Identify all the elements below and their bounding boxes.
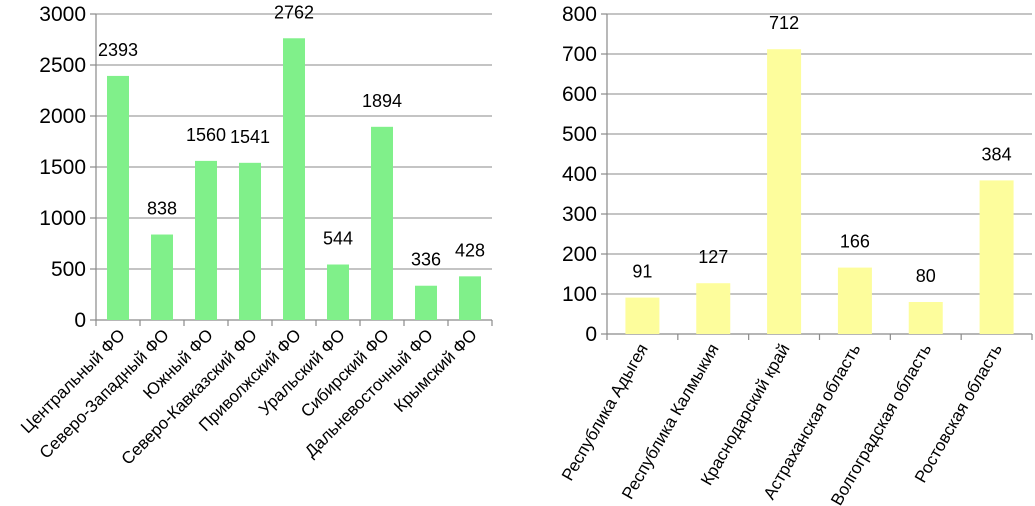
data-label: 428 (455, 240, 485, 260)
data-label: 838 (147, 199, 177, 219)
bar (979, 180, 1014, 334)
bar (837, 267, 872, 334)
y-tick-label: 2500 (39, 54, 86, 77)
y-tick-label: 1500 (39, 156, 86, 179)
bar (327, 264, 349, 320)
y-tick-label: 700 (562, 43, 597, 66)
data-label: 544 (323, 229, 353, 249)
data-label: 2762 (274, 2, 314, 22)
y-tick-label: 600 (562, 83, 597, 106)
chart-south-regions: 0 100 200 300 400 500 600 700 800 91 Республика Ад… (510, 0, 1035, 506)
bar (151, 234, 173, 320)
data-label: 91 (632, 262, 652, 282)
y-tick-label: 0 (74, 309, 86, 332)
bar (107, 75, 129, 320)
y-tick-label: 3000 (39, 3, 86, 26)
bar (283, 38, 305, 320)
data-label: 80 (916, 266, 936, 286)
data-label: 1541 (230, 127, 270, 147)
y-tick-label: 2000 (39, 105, 86, 128)
chart-federal-districts-svg: 0500100015002000250030002393Центральный … (17, 2, 493, 469)
data-label: 384 (982, 144, 1012, 164)
bar (767, 49, 802, 334)
y-tick-label: 800 (562, 3, 597, 26)
data-label: 1560 (186, 125, 226, 145)
bar (195, 160, 217, 320)
bar (696, 283, 731, 334)
y-tick-label: 400 (562, 163, 597, 186)
bar (908, 302, 943, 334)
chart-federal-districts: 0 500 1000 1500 2000 2500 3000 2393 Центральный … (0, 0, 510, 506)
bar (239, 162, 261, 320)
bar (415, 285, 437, 320)
data-label: 1894 (362, 91, 402, 111)
bar (625, 297, 660, 334)
y-tick-label: 500 (562, 123, 597, 146)
data-label: 166 (840, 232, 870, 252)
data-label: 336 (411, 250, 441, 270)
y-tick-label: 0 (585, 323, 597, 346)
bar (371, 126, 393, 320)
y-tick-label: 500 (51, 258, 86, 281)
data-label: 712 (769, 13, 799, 33)
y-tick-label: 300 (562, 203, 597, 226)
y-tick-label: 1000 (39, 207, 86, 230)
data-label: 127 (698, 247, 728, 267)
y-tick-label: 100 (562, 283, 597, 306)
y-tick-label: 200 (562, 243, 597, 266)
bar (459, 276, 481, 320)
data-label: 2393 (98, 40, 138, 60)
